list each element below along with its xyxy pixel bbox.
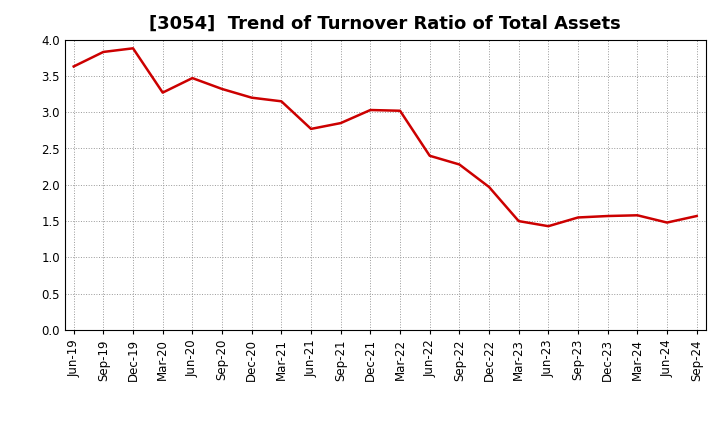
Title: [3054]  Trend of Turnover Ratio of Total Assets: [3054] Trend of Turnover Ratio of Total …: [149, 15, 621, 33]
